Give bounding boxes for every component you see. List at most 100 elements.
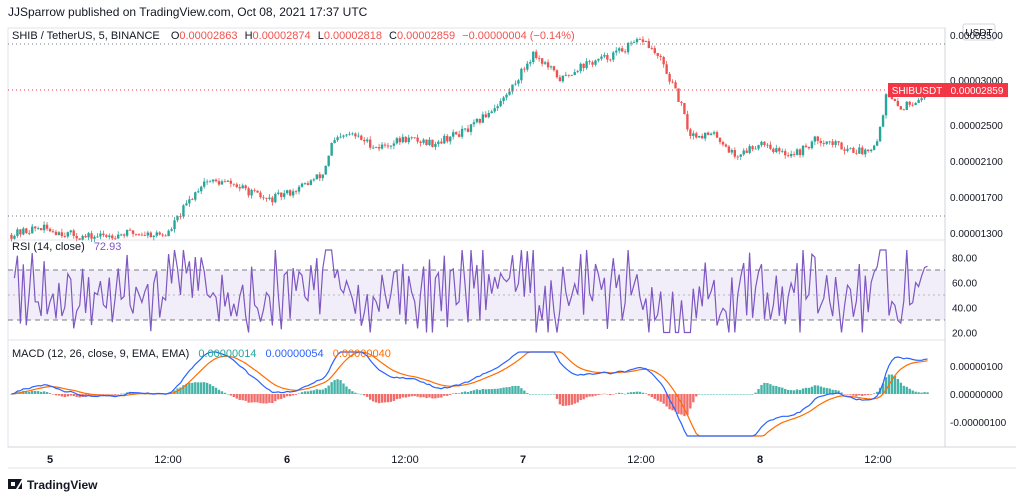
candle-body [363, 139, 366, 142]
candle-body [861, 147, 864, 155]
candle-body [822, 143, 825, 144]
histogram-bar [837, 390, 840, 394]
histogram-bar [247, 394, 250, 403]
histogram-bar [816, 385, 820, 394]
candle-body [540, 58, 544, 64]
price-tick: 0.00001300 [950, 229, 1003, 240]
histogram-bar [899, 382, 903, 394]
histogram-bar [769, 384, 772, 394]
histogram-bar [217, 389, 221, 394]
histogram-bar [291, 394, 295, 396]
candle-body [872, 145, 876, 150]
candle-body [490, 111, 493, 114]
histogram-bar [751, 394, 754, 395]
rsi-tick: 20.00 [952, 329, 977, 340]
histogram-bar [603, 393, 606, 395]
histogram-bar [801, 388, 805, 394]
candle-body [128, 229, 132, 231]
histogram-bar [612, 394, 615, 395]
candle-body [164, 235, 167, 237]
candle-body [102, 233, 105, 236]
candle-body [229, 180, 233, 184]
candle-body [84, 235, 87, 238]
candle-body [523, 68, 526, 70]
candle-body [155, 232, 158, 236]
currency-button[interactable]: USDT [962, 23, 996, 41]
symbol-legend: SHIB / TetherUS, 5, BINANCE O0.00002863 … [12, 30, 575, 42]
candle-body [57, 232, 61, 235]
candle-body [745, 150, 748, 153]
candle-body [656, 53, 659, 56]
histogram-bar [635, 391, 639, 394]
candle-body [881, 115, 885, 127]
histogram-bar [454, 393, 458, 394]
candle-body [401, 136, 404, 143]
candle-body [51, 231, 55, 233]
candle-body [896, 101, 900, 107]
candle-body [235, 184, 238, 188]
histogram-bar [683, 394, 686, 417]
histogram-bar [339, 380, 342, 394]
histogram-bar [647, 394, 651, 396]
candle-body [265, 198, 268, 199]
candle-body [377, 147, 381, 149]
histogram-bar [191, 382, 194, 394]
histogram-bar [641, 392, 645, 394]
candle-body [529, 61, 532, 64]
histogram-bar [529, 394, 532, 395]
candle-body [698, 135, 701, 138]
candle-body [321, 174, 324, 179]
candle-body [603, 55, 606, 57]
histogram-bar [532, 394, 535, 395]
candle-body [706, 132, 710, 135]
histogram-bar [66, 394, 69, 397]
histogram-bar [786, 389, 790, 394]
candle-body [371, 147, 375, 149]
candle-body [795, 149, 799, 155]
candle-body [573, 72, 576, 75]
price-tick: 0.00003500 [950, 31, 1003, 42]
histogram-bar [105, 394, 108, 395]
histogram-bar [585, 394, 588, 398]
histogram-bar [502, 387, 505, 394]
histogram-bar [638, 391, 642, 394]
candle-body [870, 149, 873, 152]
histogram-bar [205, 382, 209, 394]
candle-body [739, 154, 742, 157]
candle-body [618, 48, 621, 51]
candle-body [594, 60, 597, 65]
histogram-bar [526, 393, 529, 394]
candle-body [81, 235, 84, 240]
histogram-bar [674, 394, 677, 412]
histogram-bar [42, 391, 46, 394]
candle-body [297, 186, 301, 192]
histogram-bar [789, 390, 793, 394]
candle-body [351, 133, 354, 135]
histogram-bar [34, 390, 37, 394]
candle-body [520, 68, 523, 81]
histogram-bar [730, 394, 734, 395]
candle-body [878, 126, 882, 142]
candle-body [831, 141, 834, 145]
histogram-bar [134, 392, 138, 394]
candle-body [122, 234, 126, 236]
histogram-bar [321, 389, 324, 394]
time-axis: 5 12:00 6 12:00 7 12:00 8 12:00 [47, 454, 892, 466]
histogram-bar [677, 394, 680, 414]
candle-body [16, 229, 19, 236]
footer-brand: TradingView [27, 478, 98, 492]
candle-body [99, 233, 102, 237]
histogram-bar [410, 394, 413, 397]
histogram-bar [606, 394, 609, 395]
candle-body [502, 97, 505, 101]
candle-body [505, 94, 508, 98]
candle-body [457, 134, 461, 137]
histogram-bar [288, 394, 292, 397]
histogram-bar [327, 385, 330, 394]
histogram-bar [229, 394, 233, 396]
histogram-bar [434, 394, 437, 399]
histogram-bar [315, 389, 319, 394]
histogram-bar [570, 394, 573, 405]
histogram-bar [618, 392, 621, 394]
